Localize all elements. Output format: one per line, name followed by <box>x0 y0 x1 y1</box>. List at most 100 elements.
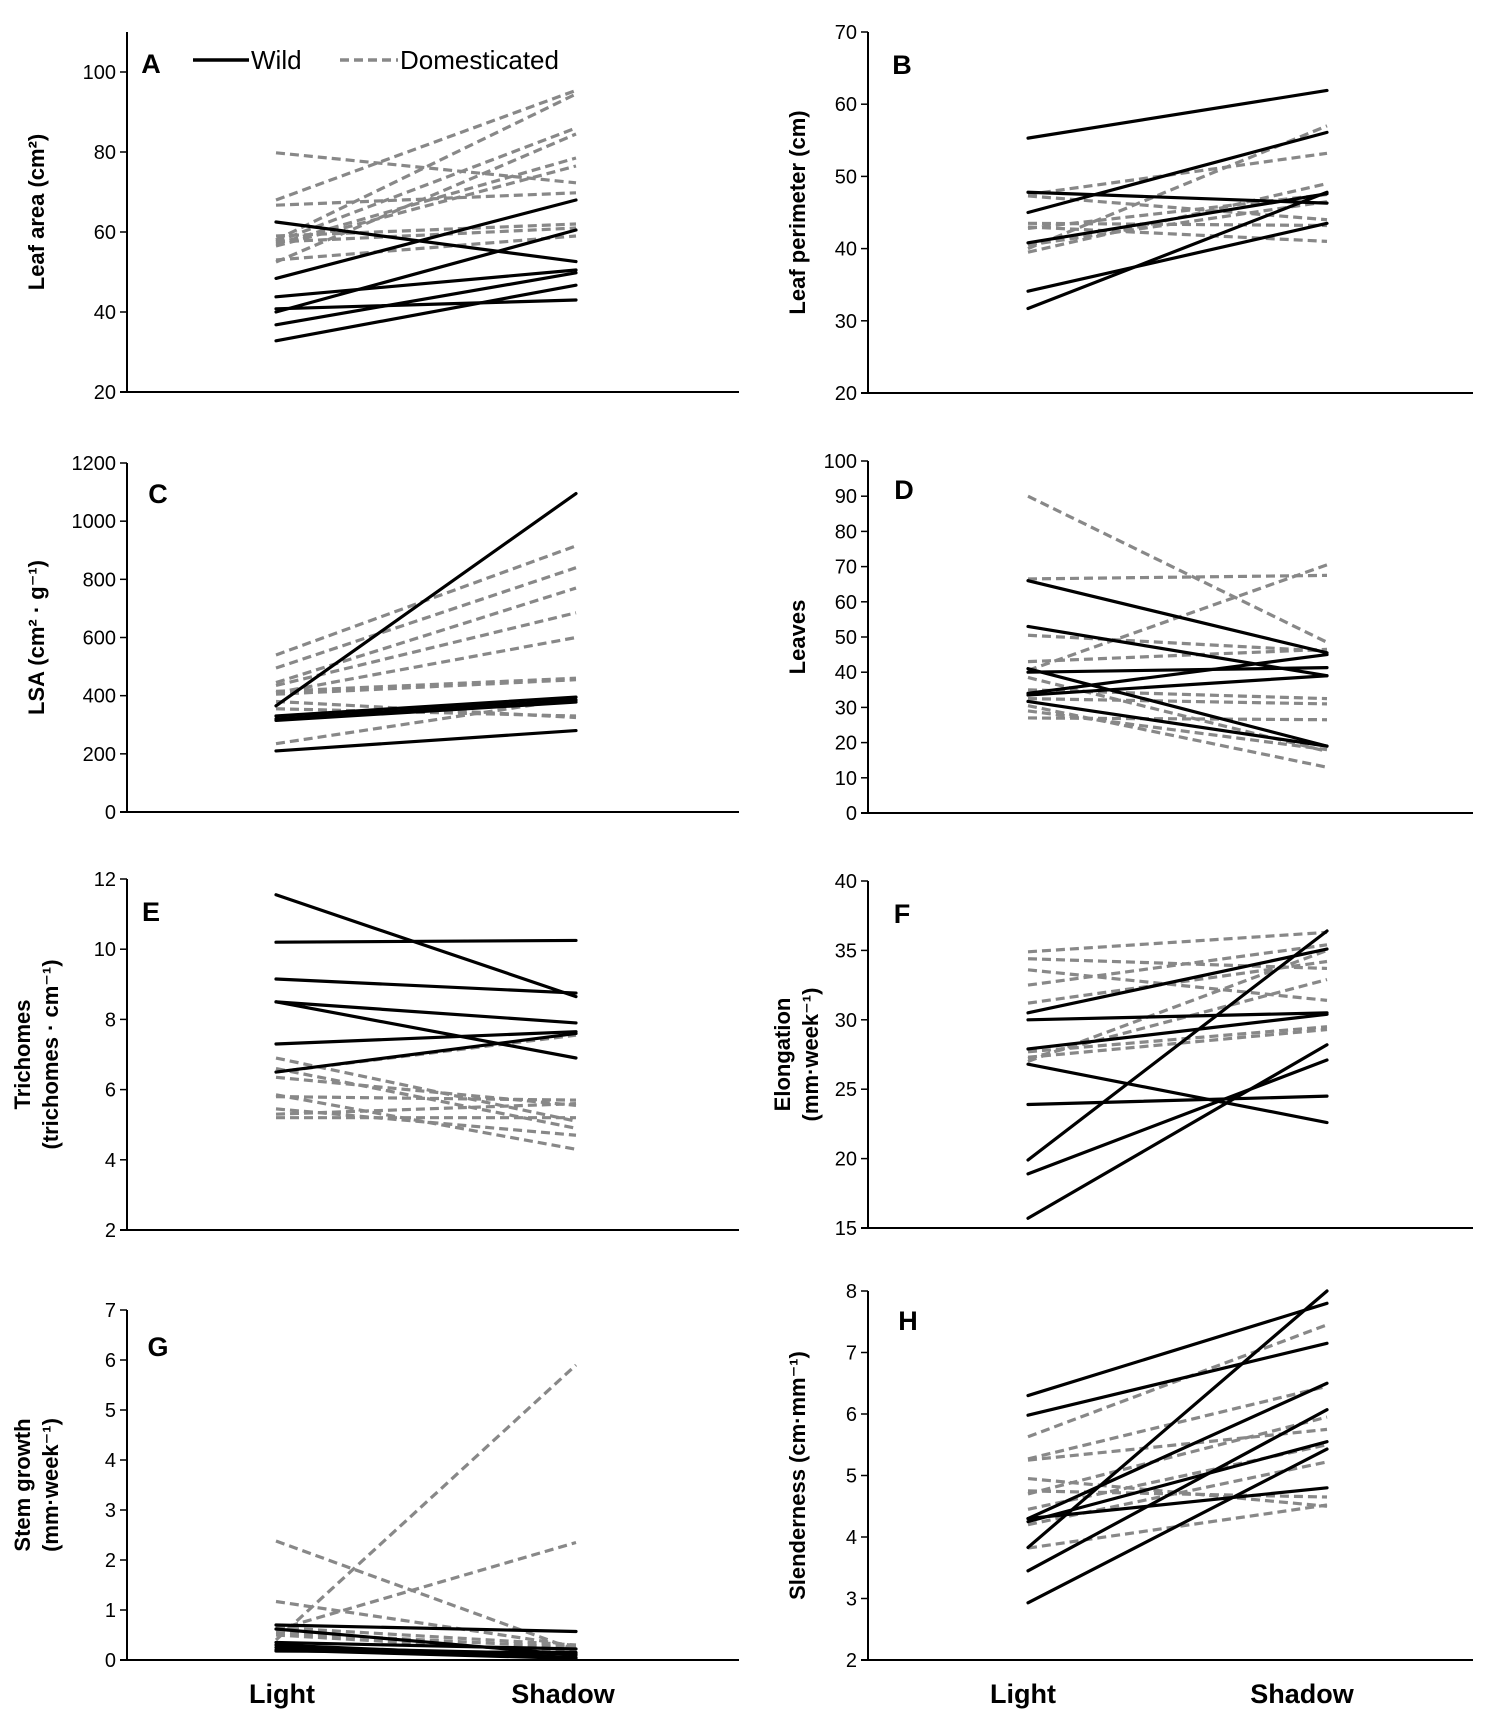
domesticated-line <box>275 88 577 202</box>
domesticated-line <box>1027 709 1328 752</box>
y-axis-title-line: (trichomes · cm⁻¹) <box>38 959 63 1149</box>
panel-letter: D <box>894 475 914 505</box>
y-tick-label: 600 <box>83 628 116 650</box>
domesticated-line <box>1027 1427 1328 1462</box>
wild-line <box>1026 1058 1329 1176</box>
wild-line <box>1026 699 1329 748</box>
y-tick-label: 50 <box>835 627 857 649</box>
series-wild <box>274 893 578 1074</box>
y-axis-title-line: Elongation <box>770 998 795 1112</box>
y-tick-label: 1 <box>105 1600 116 1622</box>
y-tick-label: 35 <box>835 940 857 962</box>
wild-line <box>274 1000 578 1025</box>
series-domesticated <box>1027 494 1328 769</box>
domesticated-line <box>275 678 577 696</box>
y-tick-label: 8 <box>105 1009 116 1031</box>
domesticated-line <box>275 234 577 262</box>
wild-line <box>1026 190 1329 311</box>
y-tick-label: 50 <box>835 166 857 188</box>
y-axis-title-line: (mm·week⁻¹) <box>798 988 823 1122</box>
y-tick-label: 80 <box>94 142 116 164</box>
panel-f: 15 20 25 30 35 40 F Elongation (mm·week⁻¹) <box>770 871 1473 1240</box>
series-wild <box>1026 579 1329 748</box>
domesticated-line <box>1027 978 1328 1061</box>
series-wild <box>274 198 578 343</box>
wild-line <box>1026 947 1329 1015</box>
domesticated-line <box>1027 200 1328 247</box>
x-label-light-right: Light <box>990 1679 1056 1709</box>
y-tick-label: 20 <box>835 733 857 755</box>
x-label-shadow-right: Shadow <box>1250 1679 1355 1709</box>
y-tick-label: 2 <box>105 1220 116 1242</box>
wild-line <box>1026 1486 1329 1521</box>
legend-domesticated-label: Domesticated <box>400 45 559 75</box>
y-tick-label: 40 <box>835 871 857 893</box>
y-tick-label: 7 <box>846 1343 857 1365</box>
y-tick-label: 10 <box>835 768 857 790</box>
panel-letter: E <box>142 897 160 927</box>
wild-line <box>274 1640 578 1651</box>
y-axis-title-line: Stem growth <box>10 1418 35 1551</box>
domesticated-line <box>275 191 577 207</box>
series-wild <box>274 491 578 753</box>
y-tick-label: 100 <box>824 451 857 473</box>
y-tick-label: 3 <box>846 1589 857 1611</box>
domesticated-line <box>275 707 577 718</box>
domesticated-line <box>1027 930 1328 954</box>
wild-line <box>1026 1289 1329 1550</box>
domesticated-line <box>1027 1384 1328 1461</box>
panel-b: 20 30 40 50 60 70 B Leaf perimeter (cm) <box>785 22 1473 405</box>
wild-line <box>1026 88 1329 140</box>
domesticated-line <box>275 1095 577 1102</box>
series-wild <box>1026 929 1329 1220</box>
wild-line <box>1026 929 1329 1162</box>
domesticated-line <box>275 1056 577 1123</box>
domesticated-line <box>1027 943 1328 987</box>
panel-c: 0 200 400 600 800 1000 1200 C LSA (cm² · g⁻¹) <box>24 453 739 824</box>
wild-line <box>1026 667 1329 748</box>
y-tick-label: 4 <box>846 1527 857 1549</box>
y-tick-label: 7 <box>105 1300 116 1322</box>
x-category-labels: Light Shadow Light Shadow <box>249 1679 1355 1709</box>
panel-d: 0 10 20 30 40 50 60 70 80 90 100 D Leaves <box>785 451 1473 825</box>
y-tick-label: 800 <box>83 569 116 591</box>
y-axis-title: Slenderness (cm·mm⁻¹) <box>785 1351 810 1600</box>
wild-line <box>1026 130 1329 215</box>
y-tick-label: 60 <box>835 94 857 116</box>
series-domesticated <box>275 88 577 264</box>
y-tick-label: 100 <box>83 62 116 84</box>
wild-line <box>274 938 578 944</box>
panel-letter: G <box>147 1332 168 1362</box>
domesticated-line <box>1027 573 1328 581</box>
domesticated-line <box>275 611 577 688</box>
y-tick-label: 2 <box>105 1550 116 1572</box>
wild-line <box>1026 1062 1329 1125</box>
wild-line <box>274 268 578 299</box>
series-domesticated <box>274 1363 578 1655</box>
wild-line <box>1026 1043 1329 1220</box>
domesticated-line <box>275 566 577 670</box>
series-domesticated <box>1027 930 1328 1063</box>
domesticated-line <box>1027 959 1328 1005</box>
y-tick-label: 60 <box>94 222 116 244</box>
legend: Wild Domesticated <box>193 45 559 75</box>
domesticated-line <box>1027 633 1328 653</box>
y-tick-label: 40 <box>835 662 857 684</box>
series-wild <box>1026 88 1329 311</box>
wild-line <box>1026 674 1329 697</box>
x-label-light-left: Light <box>249 1679 315 1709</box>
domesticated-line <box>275 1539 577 1652</box>
domesticated-line <box>1027 494 1328 644</box>
panel-letter: H <box>898 1306 918 1336</box>
y-tick-label: 400 <box>83 686 116 708</box>
y-tick-label: 2 <box>846 1650 857 1672</box>
wild-line <box>274 1031 578 1074</box>
wild-line <box>274 283 578 343</box>
y-tick-label: 90 <box>835 486 857 508</box>
domesticated-line <box>1027 1025 1328 1054</box>
y-tick-label: 10 <box>94 939 116 961</box>
wild-line <box>1026 1341 1329 1417</box>
domesticated-line <box>275 1066 577 1130</box>
series-wild <box>1026 1289 1329 1605</box>
